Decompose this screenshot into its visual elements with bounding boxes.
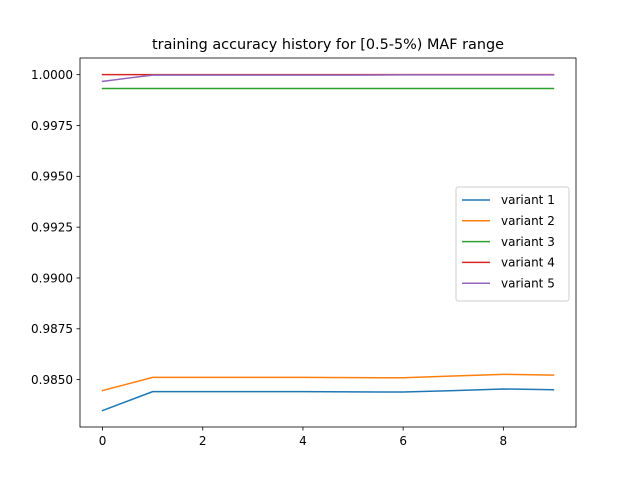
legend-label-2: variant 2: [501, 214, 555, 228]
y-axis: 0.9850 0.9875 0.9900 0.9925 0.9950 0.9975 1.00…: [31, 68, 80, 387]
axes-frame: [79, 57, 577, 428]
chart-title: training accuracy history for [0.5-5%) M…: [152, 37, 504, 53]
x-tick-label: 0: [99, 434, 107, 448]
series-line-2: [101, 373, 555, 392]
y-tick-label: 0.9950: [31, 170, 73, 184]
y-tick-label: 0.9850: [31, 373, 73, 387]
x-tick-label: 8: [500, 434, 508, 448]
legend-label-1: variant 1: [501, 193, 555, 207]
legend-frame: [455, 186, 570, 302]
x-tick-label: 2: [199, 434, 207, 448]
plot-lines: [101, 73, 555, 412]
x-axis: 0 2 4 6 8: [99, 427, 507, 448]
x-tick-label: 4: [299, 434, 307, 448]
legend: variant 1 variant 2 variant 3 variant 4 vari…: [455, 186, 570, 302]
y-tick-label: 0.9900: [31, 271, 73, 285]
legend-label-5: variant 5: [501, 276, 555, 290]
series-line-1: [101, 388, 555, 412]
legend-label-3: variant 3: [501, 235, 555, 249]
legend-label-4: variant 4: [501, 256, 555, 270]
y-tick-label: 0.9975: [31, 119, 73, 133]
x-tick-label: 6: [399, 434, 407, 448]
series-line-5: [101, 74, 555, 83]
y-tick-label: 0.9925: [31, 220, 73, 234]
y-tick-label: 0.9875: [31, 322, 73, 336]
y-tick-label: 1.0000: [31, 68, 73, 82]
